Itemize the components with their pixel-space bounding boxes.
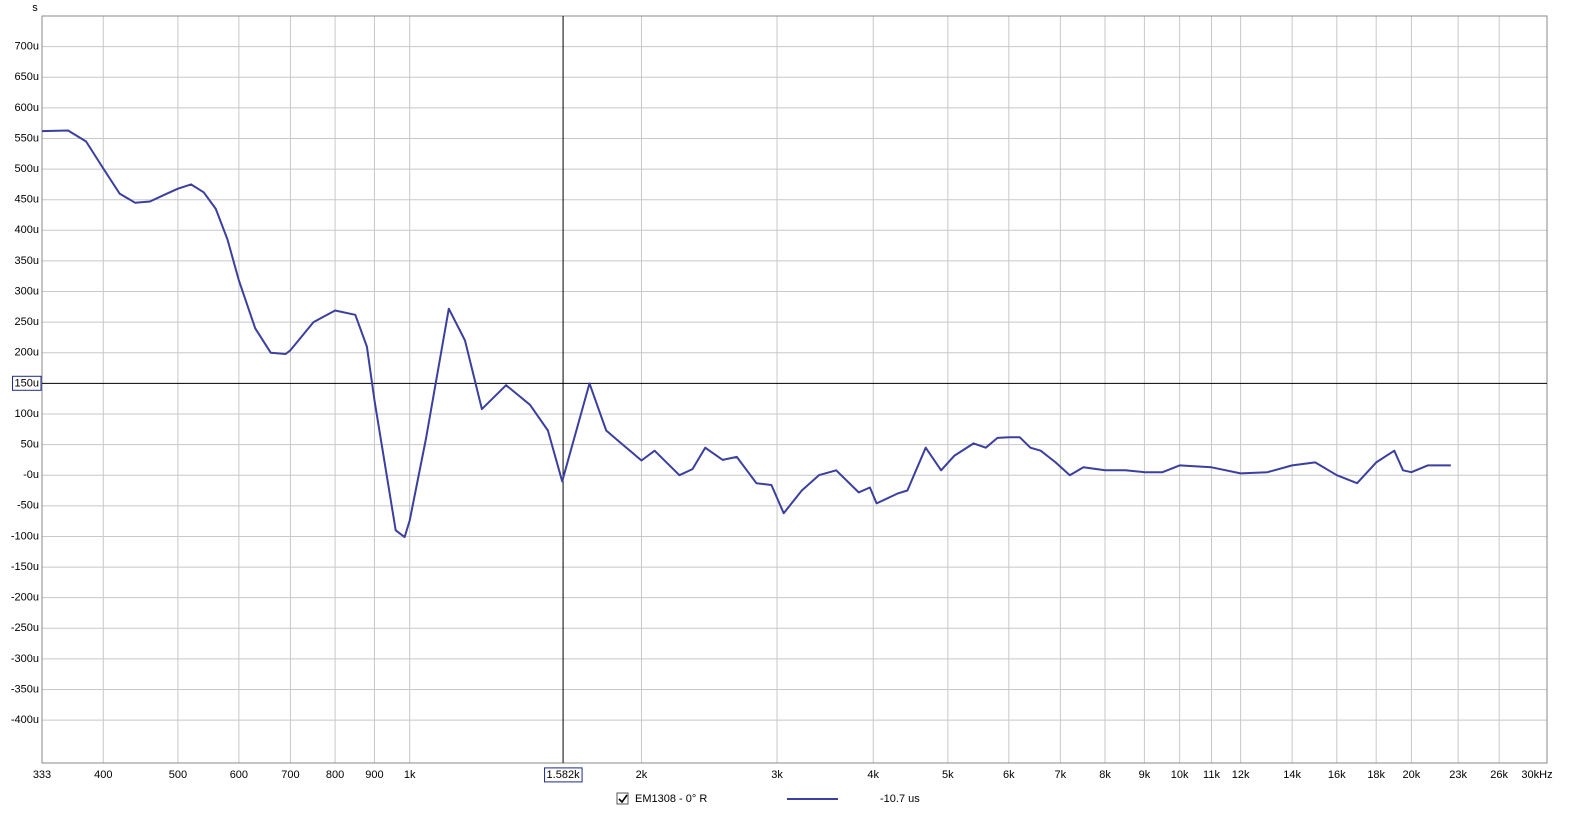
x-tick-label: 12k bbox=[1232, 769, 1250, 781]
x-tick-label: 4k bbox=[867, 769, 879, 781]
y-tick-label: 300u bbox=[15, 285, 39, 297]
x-tick-label: 23k bbox=[1449, 769, 1467, 781]
y-tick-label: -350u bbox=[11, 683, 39, 695]
x-tick-label: 26k bbox=[1490, 769, 1508, 781]
x-tick-label: 700 bbox=[281, 769, 299, 781]
x-tick-label: 1k bbox=[404, 769, 416, 781]
legend-label: EM1308 - 0° R bbox=[635, 793, 707, 805]
y-tick-label: 350u bbox=[15, 255, 39, 267]
y-tick-label: 400u bbox=[15, 224, 39, 236]
y-tick-label: -0u bbox=[23, 469, 39, 481]
x-tick-label: 900 bbox=[365, 769, 383, 781]
cursor-y-label: 150u bbox=[15, 377, 39, 389]
x-tick-label: 6k bbox=[1003, 769, 1015, 781]
y-tick-label: -150u bbox=[11, 561, 39, 573]
x-tick-label: 11k bbox=[1203, 769, 1220, 781]
x-tick-label: 14k bbox=[1283, 769, 1301, 781]
y-tick-label: 600u bbox=[15, 102, 39, 114]
x-tick-label: 400 bbox=[94, 769, 112, 781]
x-tick-label: 7k bbox=[1055, 769, 1067, 781]
y-tick-label: 550u bbox=[15, 132, 39, 144]
cursor-label-box bbox=[544, 767, 583, 783]
y-tick-label: 500u bbox=[15, 163, 39, 175]
x-tick-label: 800 bbox=[326, 769, 344, 781]
y-tick-label: -100u bbox=[11, 530, 39, 542]
x-tick-label: 5k bbox=[942, 769, 954, 781]
x-tick-label: 3k bbox=[771, 769, 783, 781]
cursor-label-box bbox=[12, 375, 42, 391]
plot-border bbox=[41, 15, 1548, 764]
x-tick-label: 9k bbox=[1139, 769, 1151, 781]
x-tick-label: 500 bbox=[169, 769, 187, 781]
y-tick-label: 200u bbox=[15, 347, 39, 359]
legend-check bbox=[618, 794, 628, 804]
cursor-x-label: 1.582k bbox=[547, 769, 581, 781]
x-tick-label: 600 bbox=[230, 769, 248, 781]
x-tick-label: 16k bbox=[1328, 769, 1346, 781]
x-tick-label: 2k bbox=[636, 769, 648, 781]
x-tick-label: 30kHz bbox=[1521, 769, 1552, 781]
y-tick-label: 100u bbox=[15, 408, 39, 420]
x-tick-label: 18k bbox=[1367, 769, 1385, 781]
y-tick-label: -200u bbox=[11, 592, 39, 604]
data-line bbox=[41, 129, 1451, 539]
y-tick-label: 250u bbox=[15, 316, 39, 328]
legend-checkbox bbox=[616, 792, 629, 805]
y-tick-label: -400u bbox=[11, 714, 39, 726]
y-tick-label: -50u bbox=[17, 500, 39, 512]
x-tick-label: 10k bbox=[1171, 769, 1189, 781]
plot-area bbox=[42, 16, 1547, 763]
y-tick-label: 450u bbox=[15, 194, 39, 206]
y-tick-label: -300u bbox=[11, 653, 39, 665]
y-tick-label: 650u bbox=[15, 71, 39, 83]
y-tick-label: 50u bbox=[21, 439, 39, 451]
y-tick-label: -250u bbox=[11, 622, 39, 634]
x-tick-label: 20k bbox=[1403, 769, 1421, 781]
x-tick-label: 8k bbox=[1099, 769, 1111, 781]
legend-value: -10.7 us bbox=[880, 793, 920, 805]
y-tick-label: 700u bbox=[15, 41, 39, 53]
y-axis-unit: s bbox=[32, 2, 38, 14]
x-tick-label: 333 bbox=[33, 769, 51, 781]
